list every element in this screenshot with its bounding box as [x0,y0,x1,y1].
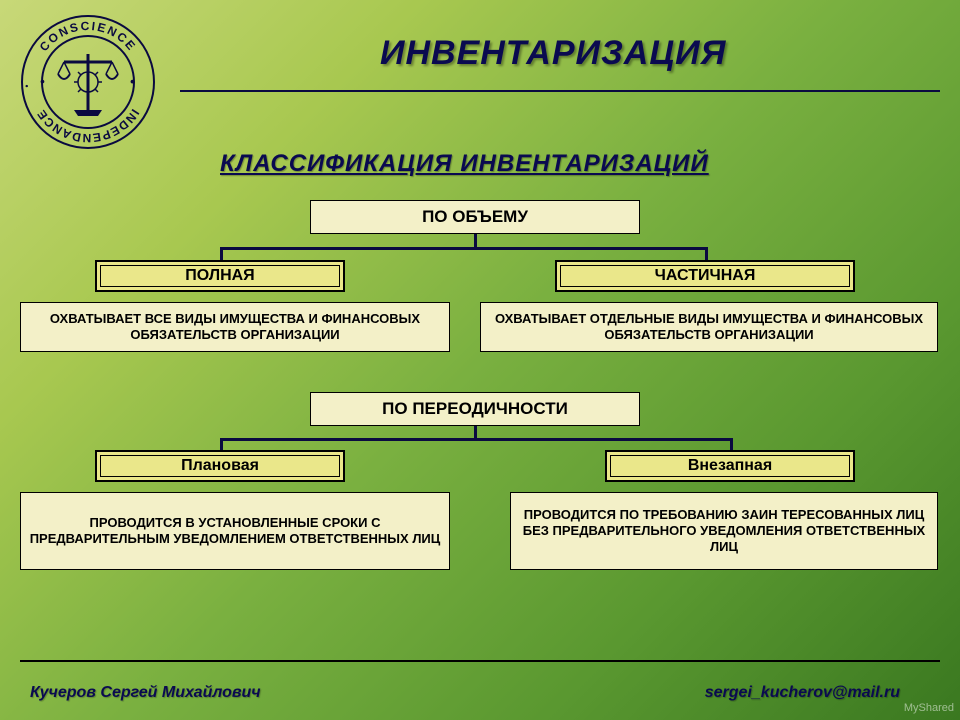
tree2-right-desc: ПРОВОДИТСЯ ПО ТРЕБОВАНИЮ ЗАИН ТЕРЕСОВАНН… [510,492,938,570]
connector [474,426,477,438]
connector [220,438,223,450]
connector [220,247,223,260]
tree2-left-desc: ПРОВОДИТСЯ В УСТАНОВЛЕННЫЕ СРОКИ С ПРЕДВ… [20,492,450,570]
title-divider [180,90,940,92]
connector [220,247,708,250]
connector [474,234,477,247]
connector [730,438,733,450]
svg-text:•: • [40,73,45,89]
footer-email: sergei_kucherov@mail.ru [705,684,900,702]
logo-left-text: • [22,84,32,87]
tree1-left-desc: ОХВАТЫВАЕТ ВСЕ ВИДЫ ИМУЩЕСТВА И ФИНАНСОВ… [20,302,450,352]
footer-divider [20,660,940,662]
tree1-right-label: ЧАСТИЧНАЯ [555,260,855,292]
page-title: ИНВЕНТАРИЗАЦИЯ [380,34,726,73]
connector [220,438,733,441]
watermark: MyShared [904,702,954,714]
tree2-right-label: Внезапная [605,450,855,482]
tree1-root: ПО ОБЪЕМУ [310,200,640,234]
tree1-left-label: ПОЛНАЯ [95,260,345,292]
tree2-root: ПО ПЕРЕОДИЧНОСТИ [310,392,640,426]
svg-text:•: • [130,73,135,89]
seal-logo: CONSCIENCE INDEPENDANCE • • [18,12,158,152]
footer-author: Кучеров Сергей Михайлович [30,684,261,702]
slide: CONSCIENCE INDEPENDANCE • • [0,0,960,720]
tree2-left-label: Плановая [95,450,345,482]
page-subtitle: КЛАССИФИКАЦИЯ ИНВЕНТАРИЗАЦИЙ [220,150,709,178]
connector [705,247,708,260]
tree1-right-desc: ОХВАТЫВАЕТ ОТДЕЛЬНЫЕ ВИДЫ ИМУЩЕСТВА И ФИ… [480,302,938,352]
